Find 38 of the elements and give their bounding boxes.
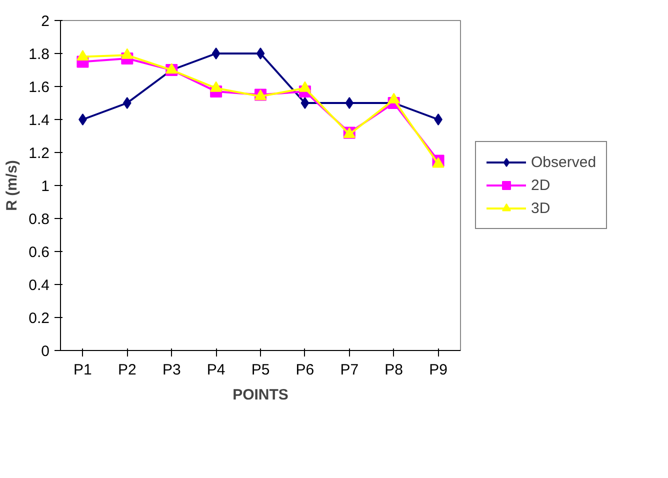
- point: [300, 97, 310, 109]
- y-tick-label: 0.2: [28, 310, 50, 327]
- y-tick-label: 1: [41, 178, 50, 195]
- legend-label: 3D: [531, 200, 551, 216]
- x-tick-label: P5: [251, 362, 270, 378]
- point: [298, 81, 311, 92]
- x-tick-label: P3: [162, 362, 181, 378]
- point: [212, 48, 220, 60]
- x-tick-label: P4: [206, 362, 226, 378]
- legend-label: 2D: [531, 176, 551, 194]
- y-tick-label: 1.2: [28, 145, 50, 162]
- y-tick-label: 2: [41, 13, 50, 30]
- y-tick-label: 0.8: [28, 211, 50, 228]
- y-tick-label: 0.4: [28, 277, 50, 294]
- point: [123, 97, 132, 109]
- x-tick-label: P7: [340, 362, 359, 378]
- point: [434, 114, 442, 126]
- point: [388, 92, 400, 104]
- y-tick-label: 1.8: [28, 46, 50, 63]
- y-tick-label: 1.4: [28, 112, 50, 129]
- point: [345, 97, 354, 109]
- x-tick-label: P2: [118, 362, 136, 378]
- point: [210, 81, 222, 92]
- x-axis-title: POINTS: [232, 386, 288, 404]
- x-tick-label: P8: [384, 362, 404, 378]
- point: [432, 157, 444, 168]
- x-tick-label: P6: [296, 362, 314, 378]
- y-axis-title: R (m/s): [4, 160, 21, 211]
- point: [78, 114, 87, 126]
- x-tick-label: P1: [74, 362, 92, 378]
- y-tick-label: 0: [41, 343, 50, 360]
- point: [121, 48, 134, 59]
- y-tick-label: 1.6: [28, 79, 50, 96]
- legend-label: Observed: [531, 154, 596, 170]
- y-tick-label: 0.6: [28, 244, 50, 261]
- point: [76, 50, 89, 60]
- x-tick-label: P9: [429, 362, 448, 378]
- point: [256, 48, 265, 60]
